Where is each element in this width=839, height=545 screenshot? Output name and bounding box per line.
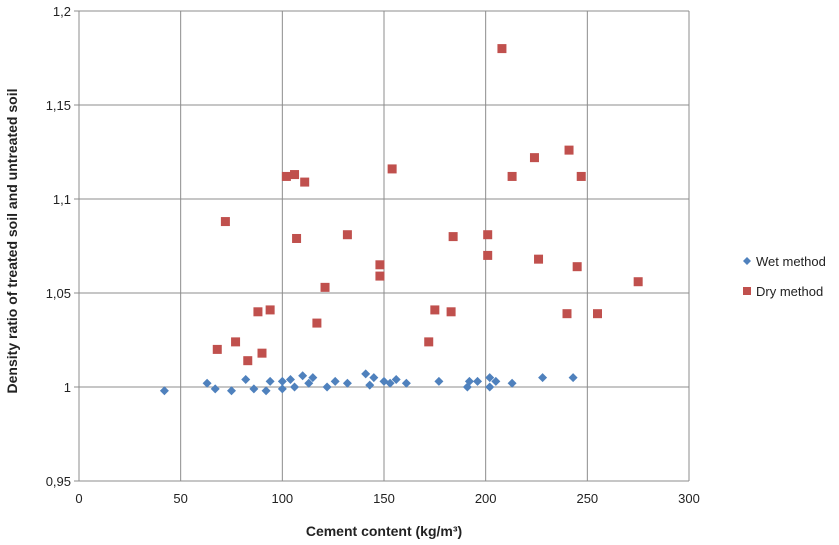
point-dry-method bbox=[290, 170, 300, 180]
point-wet-method bbox=[261, 386, 271, 396]
point-dry-method bbox=[265, 305, 275, 315]
point-dry-method bbox=[593, 309, 602, 319]
point-wet-method bbox=[401, 378, 411, 388]
y-axis-title: Density ratio of treated soil and untrea… bbox=[4, 89, 20, 394]
point-dry-method bbox=[231, 337, 241, 347]
y-tick-label: 1,1 bbox=[53, 192, 71, 207]
grid-lines bbox=[74, 10, 690, 482]
legend-label-wet-method: Wet method bbox=[756, 254, 826, 269]
point-wet-method bbox=[227, 386, 236, 396]
legend-diamond-marker bbox=[743, 257, 751, 265]
point-dry-method bbox=[529, 153, 539, 163]
point-wet-method bbox=[159, 386, 169, 396]
y-tick-label: 1,05 bbox=[46, 286, 71, 301]
point-dry-method bbox=[300, 177, 310, 187]
point-wet-method bbox=[485, 373, 495, 383]
x-tick-label: 150 bbox=[373, 491, 395, 506]
point-dry-method bbox=[320, 282, 330, 292]
point-wet-method bbox=[210, 384, 220, 394]
point-dry-method bbox=[564, 145, 574, 155]
x-tick-label: 300 bbox=[678, 491, 700, 506]
point-wet-method bbox=[304, 378, 314, 388]
legend-item-wet-method: Wet method bbox=[743, 254, 826, 269]
x-tick-label: 0 bbox=[75, 491, 82, 506]
point-wet-method bbox=[464, 376, 474, 386]
point-dry-method bbox=[253, 307, 263, 317]
y-tick-label: 1 bbox=[64, 380, 71, 395]
point-dry-method bbox=[220, 217, 230, 227]
point-wet-method bbox=[369, 373, 379, 383]
data-points bbox=[159, 44, 643, 396]
y-tick-label: 1,15 bbox=[46, 98, 71, 113]
point-wet-method bbox=[342, 378, 352, 388]
point-wet-method bbox=[385, 378, 395, 388]
point-wet-method bbox=[249, 384, 259, 394]
point-wet-method bbox=[361, 369, 371, 379]
point-dry-method bbox=[446, 307, 456, 317]
y-tick-label: 1,2 bbox=[53, 4, 71, 19]
point-wet-method bbox=[322, 382, 332, 392]
y-tick-label: 0,95 bbox=[46, 474, 71, 489]
point-wet-method bbox=[285, 374, 295, 384]
x-tick-label: 50 bbox=[173, 491, 187, 506]
x-axis-title: Cement content (kg/m³) bbox=[306, 523, 462, 539]
point-dry-method bbox=[430, 305, 440, 315]
point-wet-method bbox=[473, 376, 483, 386]
y-axis-ticks: 0,95 1 1,05 1,1 1,15 1,2 bbox=[46, 4, 71, 489]
point-wet-method bbox=[308, 373, 318, 383]
point-wet-method bbox=[265, 376, 275, 386]
point-wet-method bbox=[538, 373, 548, 383]
point-dry-method bbox=[507, 171, 517, 181]
point-wet-method bbox=[290, 382, 300, 392]
point-dry-method bbox=[534, 254, 544, 264]
legend: Wet method Dry method bbox=[743, 254, 826, 299]
point-dry-method bbox=[375, 271, 385, 281]
point-dry-method bbox=[633, 277, 643, 287]
point-wet-method bbox=[365, 380, 375, 390]
point-wet-method bbox=[202, 378, 212, 388]
x-tick-label: 200 bbox=[475, 491, 497, 506]
point-dry-method bbox=[424, 337, 434, 347]
point-dry-method bbox=[572, 262, 582, 272]
point-dry-method bbox=[281, 171, 291, 181]
point-wet-method bbox=[330, 376, 340, 386]
point-dry-method bbox=[375, 260, 385, 270]
point-dry-method bbox=[292, 233, 302, 243]
point-wet-method bbox=[491, 376, 501, 386]
point-dry-method bbox=[212, 344, 222, 354]
point-dry-method bbox=[243, 356, 253, 366]
point-dry-method bbox=[576, 171, 586, 181]
point-wet-method bbox=[485, 382, 495, 392]
point-wet-method bbox=[241, 374, 251, 384]
point-dry-method bbox=[497, 44, 507, 54]
point-wet-method bbox=[507, 378, 517, 388]
point-dry-method bbox=[312, 318, 322, 328]
point-dry-method bbox=[342, 230, 352, 240]
point-dry-method bbox=[562, 309, 572, 319]
legend-label-dry-method: Dry method bbox=[756, 284, 823, 299]
point-wet-method bbox=[434, 376, 444, 386]
legend-square-marker bbox=[743, 287, 751, 295]
x-tick-label: 100 bbox=[271, 491, 293, 506]
point-dry-method bbox=[448, 232, 458, 242]
legend-item-dry-method: Dry method bbox=[743, 284, 823, 299]
point-wet-method bbox=[391, 374, 401, 384]
point-wet-method bbox=[298, 371, 308, 381]
point-dry-method bbox=[257, 348, 267, 358]
point-dry-method bbox=[387, 164, 397, 174]
x-axis-ticks: 0 50 100 150 200 250 300 bbox=[75, 491, 699, 506]
point-dry-method bbox=[483, 230, 493, 240]
point-wet-method bbox=[568, 373, 578, 383]
point-wet-method bbox=[277, 376, 287, 386]
point-wet-method bbox=[277, 384, 287, 394]
x-tick-label: 250 bbox=[576, 491, 598, 506]
point-dry-method bbox=[483, 250, 493, 260]
